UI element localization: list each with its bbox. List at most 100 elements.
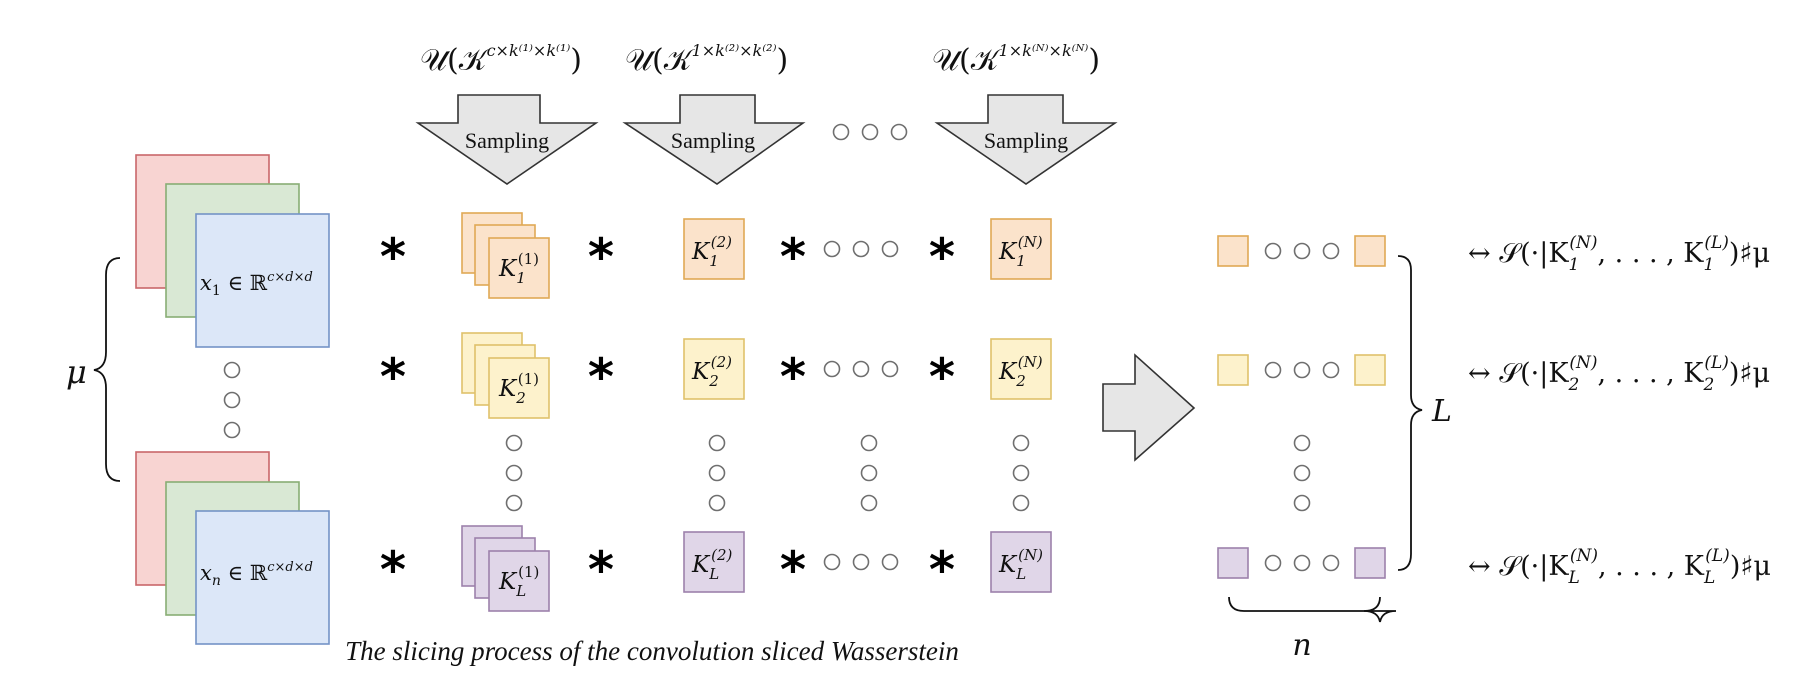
kernel-1-2: K1(2)	[683, 218, 745, 280]
convolution-operator: *	[780, 348, 806, 406]
ellipsis-dot	[860, 464, 878, 482]
output-arrow	[1102, 353, 1196, 462]
ellipsis-dot	[860, 494, 878, 512]
ellipsis-dot	[1012, 494, 1030, 512]
ellipsis-dot	[823, 240, 841, 258]
output-grid	[1217, 235, 1386, 579]
input-image-1: x1 ∈ ℝc×d×d	[135, 154, 330, 348]
sampling-label: Sampling	[671, 128, 755, 153]
input-ellipsis	[223, 361, 241, 439]
ellipsis-dot	[505, 434, 523, 452]
kernel-3-1: KL(1)	[461, 525, 550, 612]
sampling-arrow-n: Sampling	[934, 94, 1118, 185]
ellipsis-dot	[852, 360, 870, 378]
convolution-operator: *	[380, 348, 406, 406]
ellipsis-dot	[505, 494, 523, 512]
ellipsis-dot	[505, 464, 523, 482]
ellipsis-dot	[852, 240, 870, 258]
convolution-operator: *	[588, 541, 614, 599]
convolution-operator: *	[380, 541, 406, 599]
mu-label: μ	[66, 353, 87, 391]
kernel-label: KL(1)	[498, 563, 539, 600]
convolution-operator: *	[929, 228, 955, 286]
sampling-label: Sampling	[984, 128, 1068, 153]
kernel-3-2: KL(2)	[683, 531, 745, 593]
ellipsis-dot	[708, 464, 726, 482]
convolution-operator: *	[929, 541, 955, 599]
kernel-label: K1(2)	[691, 233, 732, 270]
ellipsis-dot	[1293, 242, 1311, 260]
convolution-operator: *	[380, 228, 406, 286]
kernel-label: K2(N)	[998, 353, 1043, 390]
ellipsis-dot	[1322, 361, 1340, 379]
ellipsis-dot	[1293, 434, 1311, 452]
kernel-label: K1(N)	[998, 233, 1043, 270]
kernel-row-3: * * * * KL(1) KL(2) KL(N)	[380, 525, 1052, 612]
slice-cell	[1217, 235, 1249, 267]
ellipsis-dot	[1264, 242, 1282, 260]
ellipsis-dot	[1012, 434, 1030, 452]
kernel-2-2: K2(2)	[683, 338, 745, 400]
kernel-label: K2(2)	[691, 353, 732, 390]
pushforward-1: ↔ 𝒮(·|K1(N), . . . , K1(L))♯μ	[1468, 233, 1770, 275]
kernel-2-1: K2(1)	[461, 332, 550, 419]
convolution-operator: *	[780, 541, 806, 599]
ellipsis-dot	[1293, 494, 1311, 512]
pushforward-3: ↔ 𝒮(·|KL(N), . . . , KL(L))♯μ	[1468, 546, 1771, 588]
slice-cell	[1354, 547, 1386, 579]
svg-text:𝒰(𝒦1×k⁽²⁾×k⁽²⁾): 𝒰(𝒦1×k⁽²⁾×k⁽²⁾)	[625, 41, 788, 78]
slice-cell	[1217, 354, 1249, 386]
ellipsis-dot	[708, 494, 726, 512]
output-row-3	[1217, 547, 1386, 579]
kernel-3-3: KL(N)	[990, 531, 1052, 593]
ellipsis-dot	[708, 434, 726, 452]
sampling-arrow-2: Sampling	[622, 94, 806, 185]
output-row-2	[1217, 354, 1386, 386]
n-brace-end	[1363, 596, 1381, 612]
input-image-n: xn ∈ ℝc×d×d	[135, 451, 330, 645]
distribution-label-1: 𝒰(𝒦c×k⁽¹⁾×k⁽¹⁾)	[420, 41, 582, 78]
ellipsis-dot	[881, 240, 899, 258]
ellipsis-dots	[832, 123, 908, 141]
distribution-label-2: 𝒰(𝒦1×k⁽²⁾×k⁽²⁾)	[625, 41, 788, 78]
kernel-label: KL(2)	[691, 546, 733, 583]
kernel-1-1: K1(1)	[461, 212, 550, 299]
ellipsis-dot	[1293, 554, 1311, 572]
output-row-1	[1217, 235, 1386, 267]
n-brace	[1228, 596, 1397, 623]
ellipsis-dot	[881, 360, 899, 378]
sampling-label: Sampling	[465, 128, 549, 153]
svg-text:𝒰(𝒦1×k⁽ᴺ⁾×k⁽ᴺ⁾): 𝒰(𝒦1×k⁽ᴺ⁾×k⁽ᴺ⁾)	[932, 41, 1100, 78]
kernel-1-3: K1(N)	[990, 218, 1052, 280]
slice-cell	[1217, 547, 1249, 579]
L-brace	[1397, 255, 1423, 571]
ellipsis-dot	[1322, 554, 1340, 572]
kernel-label: K1(1)	[498, 250, 539, 287]
ellipsis-dot	[823, 360, 841, 378]
convolution-operator: *	[588, 228, 614, 286]
convolution-operator: *	[588, 348, 614, 406]
ellipsis-dot	[852, 553, 870, 571]
mu-brace	[93, 257, 121, 482]
distribution-label-n: 𝒰(𝒦1×k⁽ᴺ⁾×k⁽ᴺ⁾)	[932, 41, 1100, 78]
input-n-label: xn ∈ ℝc×d×d	[200, 560, 313, 589]
pushforward-list: ↔ 𝒮(·|K1(N), . . . , K1(L))♯μ ↔ 𝒮(·|K2(N)…	[1468, 233, 1771, 588]
kernel-row-2: * * * * K2(1) K2(2) K2(N)	[380, 332, 1052, 419]
ellipsis-dot	[1322, 242, 1340, 260]
ellipsis-dot	[860, 434, 878, 452]
n-label: n	[1292, 628, 1311, 663]
kernel-grid: * * * *K1(1) K1(2) K1(N)* * * *K2(1) K2(2) K2(N)* *…	[380, 212, 1052, 612]
ellipsis-dot	[1264, 554, 1282, 572]
L-label: L	[1431, 394, 1452, 429]
svg-text:𝒰(𝒦c×k⁽¹⁾×k⁽¹⁾): 𝒰(𝒦c×k⁽¹⁾×k⁽¹⁾)	[420, 41, 582, 78]
ellipsis-dot	[823, 553, 841, 571]
figure-caption: The slicing process of the convolution s…	[345, 636, 959, 666]
ellipsis-dot	[1293, 464, 1311, 482]
ellipsis-dot	[1293, 361, 1311, 379]
convolution-operator: *	[929, 348, 955, 406]
ellipsis-dot	[1012, 464, 1030, 482]
slice-cell	[1354, 354, 1386, 386]
slice-cell	[1354, 235, 1386, 267]
kernel-2-3: K2(N)	[990, 338, 1052, 400]
